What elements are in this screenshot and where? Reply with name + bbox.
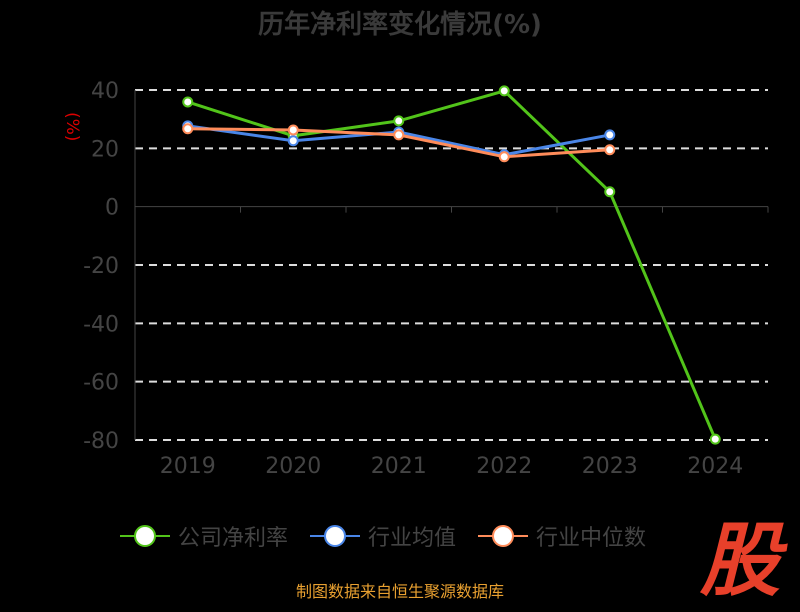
chart-title: 历年净利率变化情况(%) bbox=[258, 10, 542, 40]
y-tick-label: -20 bbox=[83, 254, 119, 279]
data-point bbox=[498, 85, 510, 97]
x-tick-label: 2019 bbox=[160, 454, 216, 479]
data-point bbox=[393, 129, 405, 141]
y-tick-label: -80 bbox=[83, 429, 119, 454]
footer-source: 制图数据来自恒生聚源数据库 bbox=[295, 582, 504, 601]
data-point bbox=[498, 151, 510, 163]
data-point bbox=[287, 135, 299, 147]
y-tick-label: -60 bbox=[83, 371, 119, 396]
y-tick-label: 40 bbox=[91, 79, 119, 104]
x-tick-label: 2021 bbox=[371, 454, 427, 479]
legend-item-industry-median[interactable]: 行业中位数 bbox=[478, 520, 646, 552]
x-tick-label: 2024 bbox=[687, 454, 743, 479]
legend-label: 行业均值 bbox=[368, 526, 457, 551]
legend-marker bbox=[478, 525, 529, 547]
legend-label: 公司净利率 bbox=[178, 526, 289, 551]
data-point bbox=[182, 96, 194, 108]
y-tick-label: 0 bbox=[105, 196, 119, 221]
x-tick-label: 2023 bbox=[582, 454, 638, 479]
legend-item-industry-mean[interactable]: 行业均值 bbox=[310, 520, 456, 552]
legend-item-company[interactable]: 公司净利率 bbox=[120, 520, 288, 552]
data-point bbox=[709, 433, 721, 445]
x-tick-label: 2022 bbox=[476, 454, 532, 479]
data-point bbox=[287, 124, 299, 136]
legend-label: 行业中位数 bbox=[536, 526, 647, 551]
legend-marker bbox=[120, 525, 170, 547]
data-point bbox=[182, 123, 194, 135]
legend: 公司净利率 行业均值 行业中位数 bbox=[120, 520, 646, 552]
data-point bbox=[604, 129, 616, 141]
y-tick-label: 20 bbox=[91, 137, 119, 162]
x-tick-label: 2020 bbox=[265, 454, 321, 479]
data-point bbox=[393, 115, 405, 127]
data-point bbox=[604, 144, 616, 156]
legend-marker bbox=[310, 525, 361, 547]
logo: 股 bbox=[700, 514, 780, 607]
data-point bbox=[604, 186, 616, 198]
y-tick-label: -40 bbox=[83, 312, 119, 337]
